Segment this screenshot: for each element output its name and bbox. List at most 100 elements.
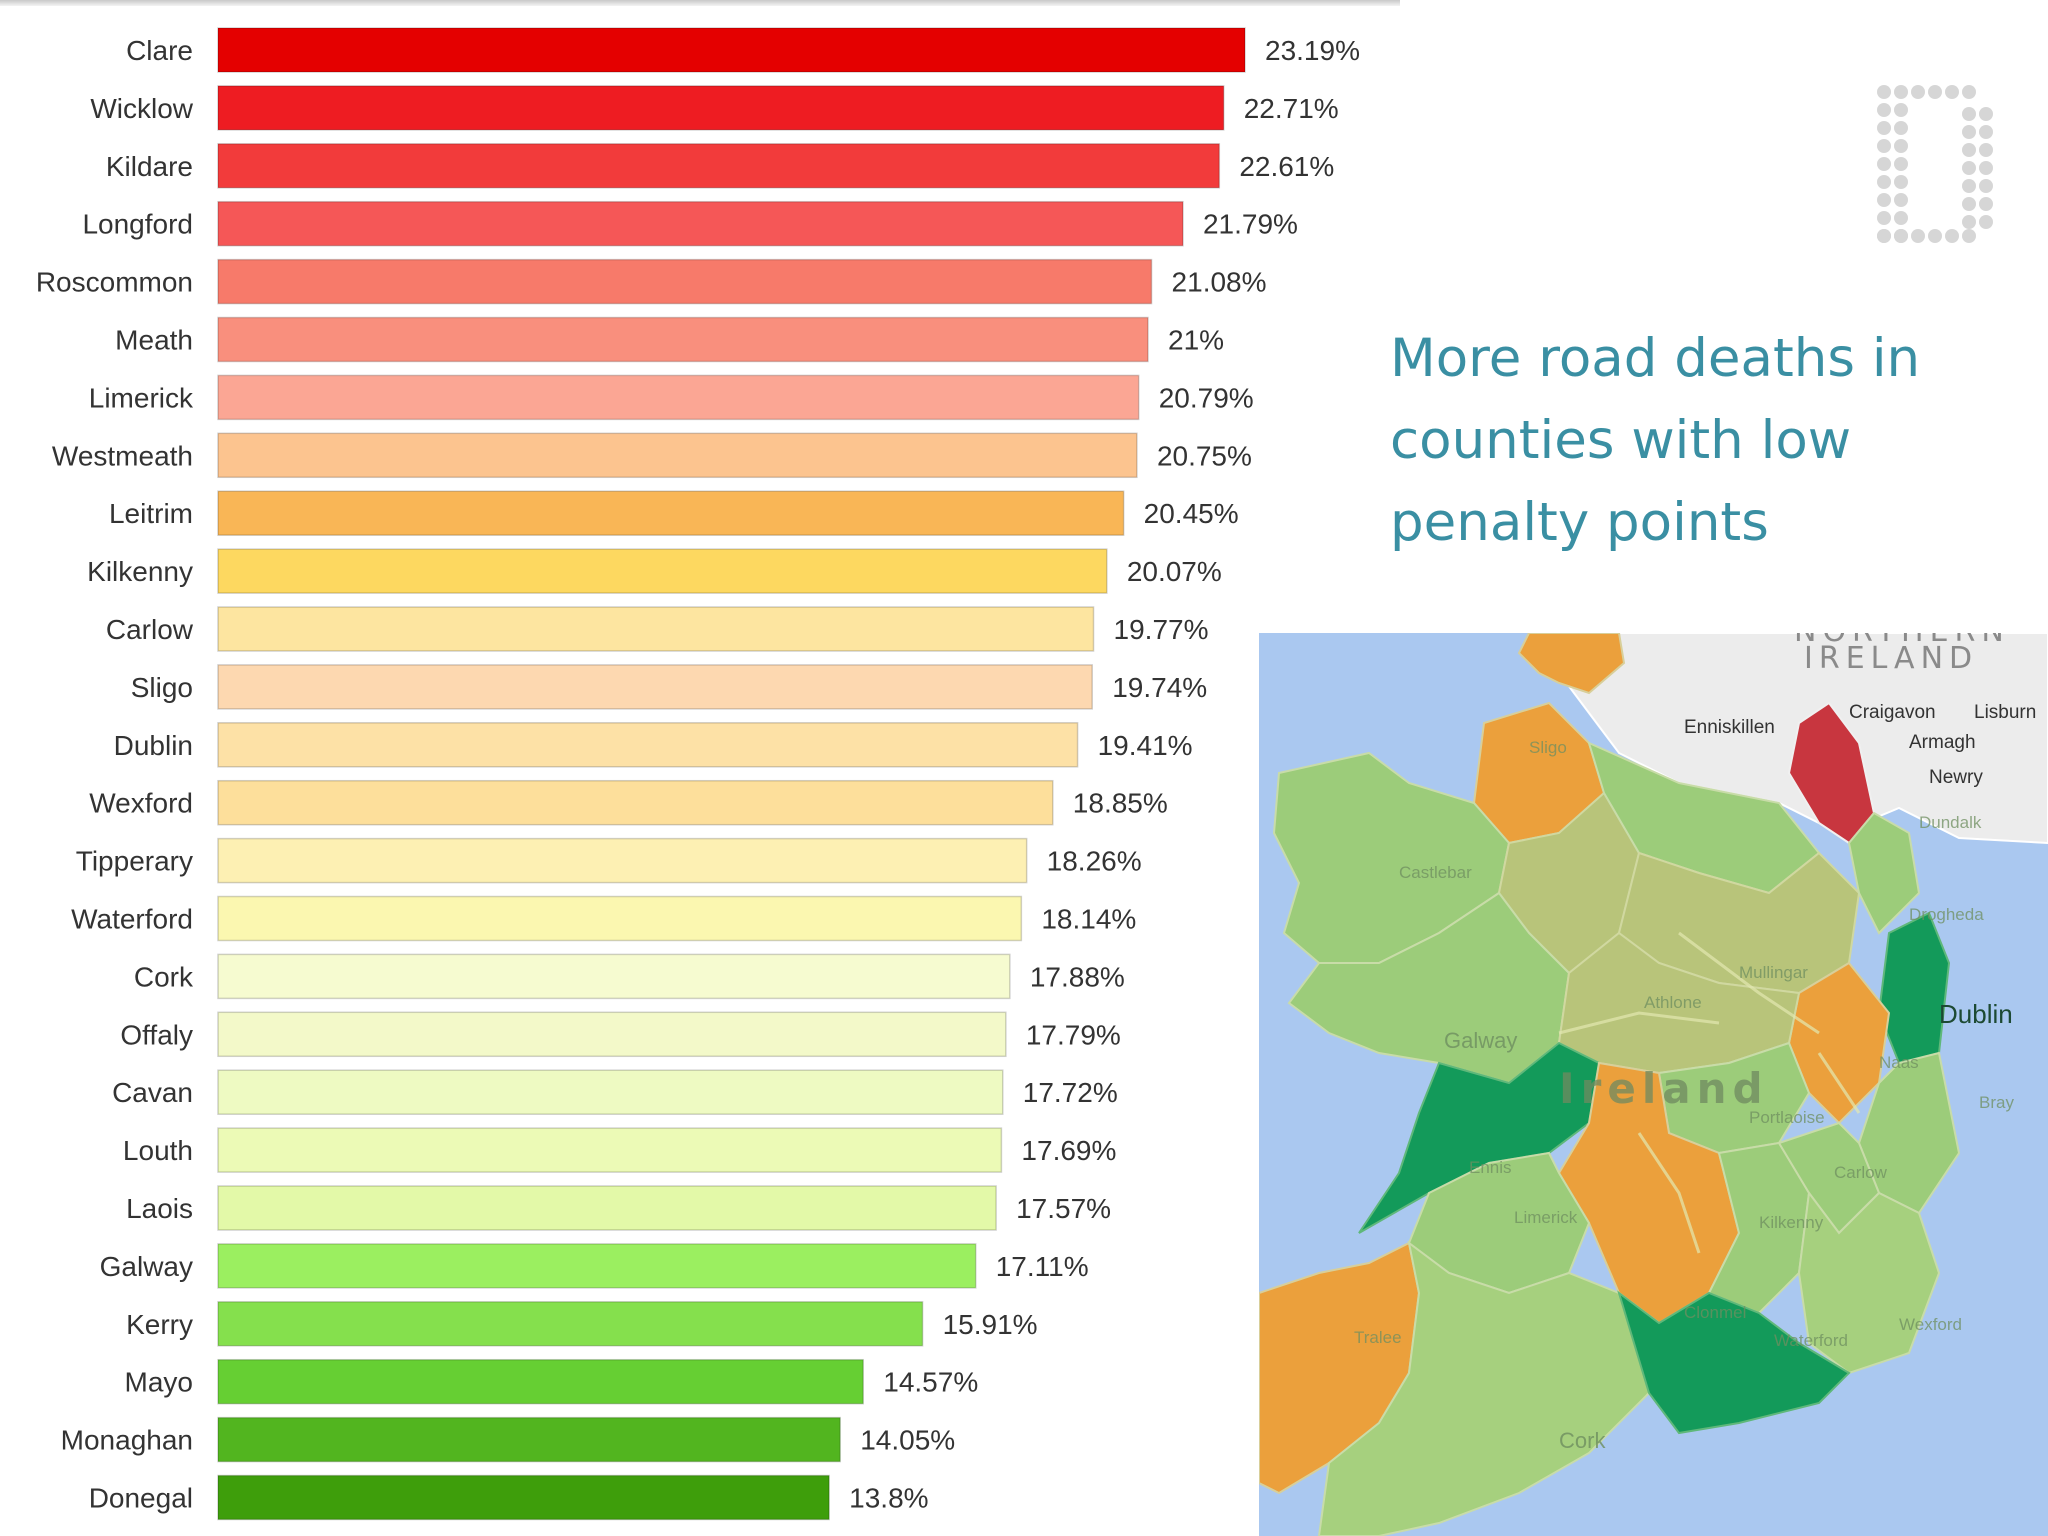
logo-dot [1979, 197, 1993, 211]
logo-dot [1979, 215, 1993, 229]
bar [217, 664, 1093, 710]
logo-dot [1979, 125, 1993, 139]
category-label: Mayo [125, 1367, 193, 1398]
map-label-northern: NORTHERN [1794, 633, 2010, 649]
ireland-map: NORTHERN IRELAND Enniskillen Craigavon L… [1259, 633, 2048, 1536]
value-label: 15.91% [943, 1309, 1038, 1340]
logo-dot [1877, 175, 1891, 189]
category-label: Meath [115, 325, 193, 356]
logo-dot [1962, 85, 1976, 99]
bar-chart: Clare 23.19% Wicklow 22.71% Kildare 22.61% Lon… [36, 27, 1360, 1521]
map-label-castlebar: Castlebar [1399, 863, 1472, 882]
map-road-lines [1558, 931, 1861, 1254]
logo-dot [1928, 229, 1942, 243]
map-label-drogheda: Drogheda [1909, 905, 1984, 924]
map-label-lisburn: Lisburn [1974, 702, 2036, 723]
category-label: Galway [100, 1251, 193, 1282]
category-label: Louth [123, 1135, 193, 1166]
value-label: 20.75% [1157, 440, 1252, 471]
value-label: 22.61% [1239, 151, 1334, 182]
map-county-wexford [1797, 1190, 1941, 1375]
value-label: 14.57% [883, 1367, 978, 1398]
logo-dot [1979, 107, 1993, 121]
bar [217, 953, 1011, 1000]
bar [217, 1474, 830, 1521]
value-label: 17.69% [1021, 1135, 1116, 1166]
map-county-louth [1847, 811, 1921, 935]
bar [217, 316, 1149, 363]
category-label: Kilkenny [87, 556, 193, 587]
bar [217, 895, 1023, 942]
map-label-athlone: Athlone [1644, 993, 1702, 1012]
value-label: 17.11% [996, 1251, 1089, 1282]
map-label-northern-ireland: IRELAND [1804, 641, 1978, 676]
value-label: 13.8% [849, 1483, 928, 1514]
bar [217, 1243, 977, 1289]
category-label: Kerry [126, 1309, 193, 1340]
value-label: 18.85% [1073, 788, 1168, 819]
logo-dot [1962, 125, 1976, 139]
bar [217, 1358, 865, 1405]
value-label: 17.57% [1016, 1193, 1111, 1224]
logo-dot [1877, 85, 1891, 99]
logo-dot [1911, 229, 1925, 243]
map-label-clonmel: Clonmel [1684, 1303, 1746, 1322]
value-label: 14.05% [860, 1425, 955, 1456]
headline: More road deaths in counties with low pe… [1390, 328, 1921, 553]
map-label-wexford: Wexford [1899, 1315, 1962, 1334]
logo-dot [1877, 103, 1891, 117]
logo-dot [1894, 139, 1908, 153]
bar [217, 548, 1108, 594]
category-label: Monaghan [61, 1425, 193, 1456]
category-label: Wexford [89, 788, 193, 819]
bar [217, 490, 1125, 536]
map-label-bray: Bray [1979, 1093, 2014, 1112]
map-label-sligo: Sligo [1529, 738, 1567, 757]
bar [217, 837, 1028, 884]
map-label-portlaoise: Portlaoise [1749, 1108, 1825, 1127]
category-label: Leitrim [109, 498, 193, 529]
logo-dot [1877, 211, 1891, 225]
value-label: 19.77% [1114, 614, 1209, 645]
map-label-naas: Naas [1879, 1053, 1919, 1072]
map-label-carlow: Carlow [1834, 1163, 1888, 1182]
logo-dot [1962, 229, 1976, 243]
logo-dot [1894, 157, 1908, 171]
bar [217, 200, 1184, 247]
map-label-dundalk: Dundalk [1919, 813, 1982, 832]
value-label: 20.07% [1127, 556, 1222, 587]
map-label-armagh: Armagh [1909, 732, 1976, 753]
map-label-cork: Cork [1559, 1428, 1606, 1453]
logo-dot [1962, 215, 1976, 229]
category-label: Kildare [106, 151, 193, 182]
category-label: Laois [126, 1193, 193, 1224]
logo-dot [1979, 179, 1993, 193]
logo-dot [1877, 229, 1891, 243]
map-label-ireland: Ireland [1559, 1064, 1769, 1113]
logo-dot [1911, 85, 1925, 99]
category-label: Sligo [131, 672, 193, 703]
logo-dot [1877, 157, 1891, 171]
value-label: 23.19% [1265, 35, 1360, 66]
bar [217, 258, 1153, 305]
category-label: Limerick [89, 382, 194, 413]
category-label: Dublin [114, 730, 193, 761]
logo-dot [1962, 107, 1976, 121]
map-county-donegal [1517, 633, 1626, 695]
value-label: 21% [1168, 325, 1224, 356]
category-label: Tipperary [76, 846, 193, 877]
category-label: Donegal [89, 1483, 193, 1514]
bar [217, 27, 1246, 73]
map-label-craigavon: Craigavon [1849, 702, 1936, 723]
category-label: Carlow [106, 614, 194, 645]
map-county-waterford [1617, 1290, 1851, 1435]
logo-dot [1894, 175, 1908, 189]
bar [217, 1011, 1007, 1058]
value-label: 18.14% [1041, 904, 1136, 935]
bar [217, 432, 1138, 479]
bar [217, 1416, 841, 1463]
logo-dot [1877, 139, 1891, 153]
logo-dot [1894, 121, 1908, 135]
value-label: 17.88% [1030, 961, 1125, 992]
logo-dot [1945, 229, 1959, 243]
